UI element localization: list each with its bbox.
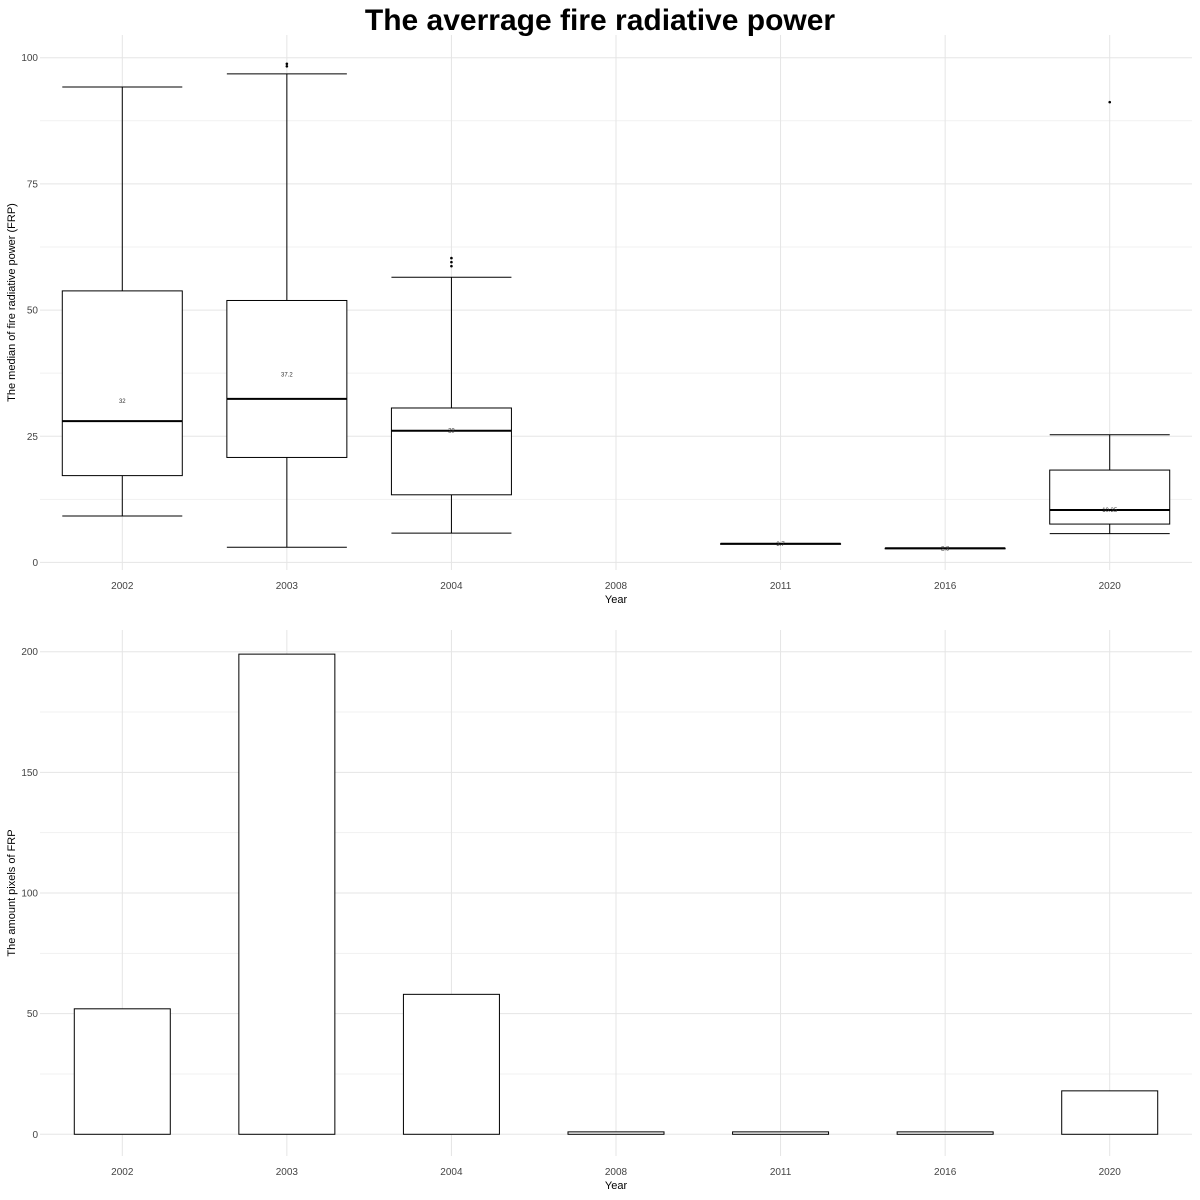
- x-axis-title: Year: [605, 1180, 628, 1192]
- y-tick-label: 0: [32, 1130, 38, 1141]
- outlier-point: [1108, 100, 1112, 104]
- bar: [238, 653, 336, 1135]
- x-tick-label: 2011: [770, 1167, 792, 1178]
- x-tick-label: 2004: [440, 1167, 463, 1178]
- bar: [896, 1131, 994, 1135]
- outlier-point: [285, 64, 289, 68]
- x-tick-label: 2020: [1099, 1167, 1122, 1178]
- y-axis-title: The median of fire radiative power (FRP): [6, 203, 18, 402]
- y-tick-label: 50: [27, 306, 39, 317]
- boxplot-panel: 0 25 50 75 100 2002 2003 2004 2008 2011 2016 2020 Ye…: [6, 35, 1192, 606]
- x-axis-title: Year: [605, 594, 628, 606]
- median-label: 10.35: [1102, 508, 1118, 514]
- box: [226, 299, 348, 458]
- y-tick-label: 150: [21, 768, 38, 779]
- y-tick-label: 100: [21, 53, 38, 64]
- x-tick-label: 2016: [934, 581, 957, 592]
- outlier-point: [285, 62, 289, 66]
- x-tick-label: 2016: [934, 1167, 957, 1178]
- outlier-point: [450, 256, 453, 260]
- x-tick-label: 2003: [276, 581, 299, 592]
- outlier-point: [450, 264, 453, 268]
- chart-title: The averrage fire radiative power: [364, 4, 836, 37]
- x-tick-label: 2004: [440, 581, 463, 592]
- y-axis-title: The amount pixels of FRP: [6, 829, 18, 956]
- bar: [402, 993, 500, 1135]
- x-tick-label: 2011: [770, 581, 792, 592]
- x-tick-label: 2003: [276, 1167, 299, 1178]
- bar: [1061, 1090, 1159, 1135]
- bar: [73, 1008, 171, 1135]
- box: [61, 290, 183, 477]
- y-tick-label: 0: [32, 558, 38, 569]
- median-label: 2.8: [941, 546, 950, 552]
- y-tick-label: 100: [21, 889, 38, 900]
- x-tick-label: 2002: [111, 581, 134, 592]
- y-tick-label: 75: [27, 179, 39, 190]
- box: [1049, 469, 1171, 525]
- box: [390, 407, 512, 496]
- x-tick-label: 2008: [605, 1167, 628, 1178]
- y-tick-label: 50: [27, 1009, 39, 1020]
- x-tick-label: 2008: [605, 581, 628, 592]
- median-label: 28: [448, 429, 455, 435]
- median-label: 37.2: [281, 373, 293, 379]
- bar: [732, 1131, 830, 1135]
- x-tick-label: 2020: [1099, 581, 1122, 592]
- median-label: 3.7: [776, 542, 785, 548]
- y-tick-label: 25: [27, 432, 39, 443]
- outlier-point: [450, 260, 453, 264]
- median-label: 32: [119, 399, 126, 405]
- x-tick-label: 2002: [111, 1167, 134, 1178]
- y-tick-label: 200: [21, 647, 38, 658]
- bar-panel: 0 50 100 150 200 2002 2003 2004 2008 2011 2016 2020…: [6, 630, 1192, 1192]
- bar: [567, 1131, 665, 1135]
